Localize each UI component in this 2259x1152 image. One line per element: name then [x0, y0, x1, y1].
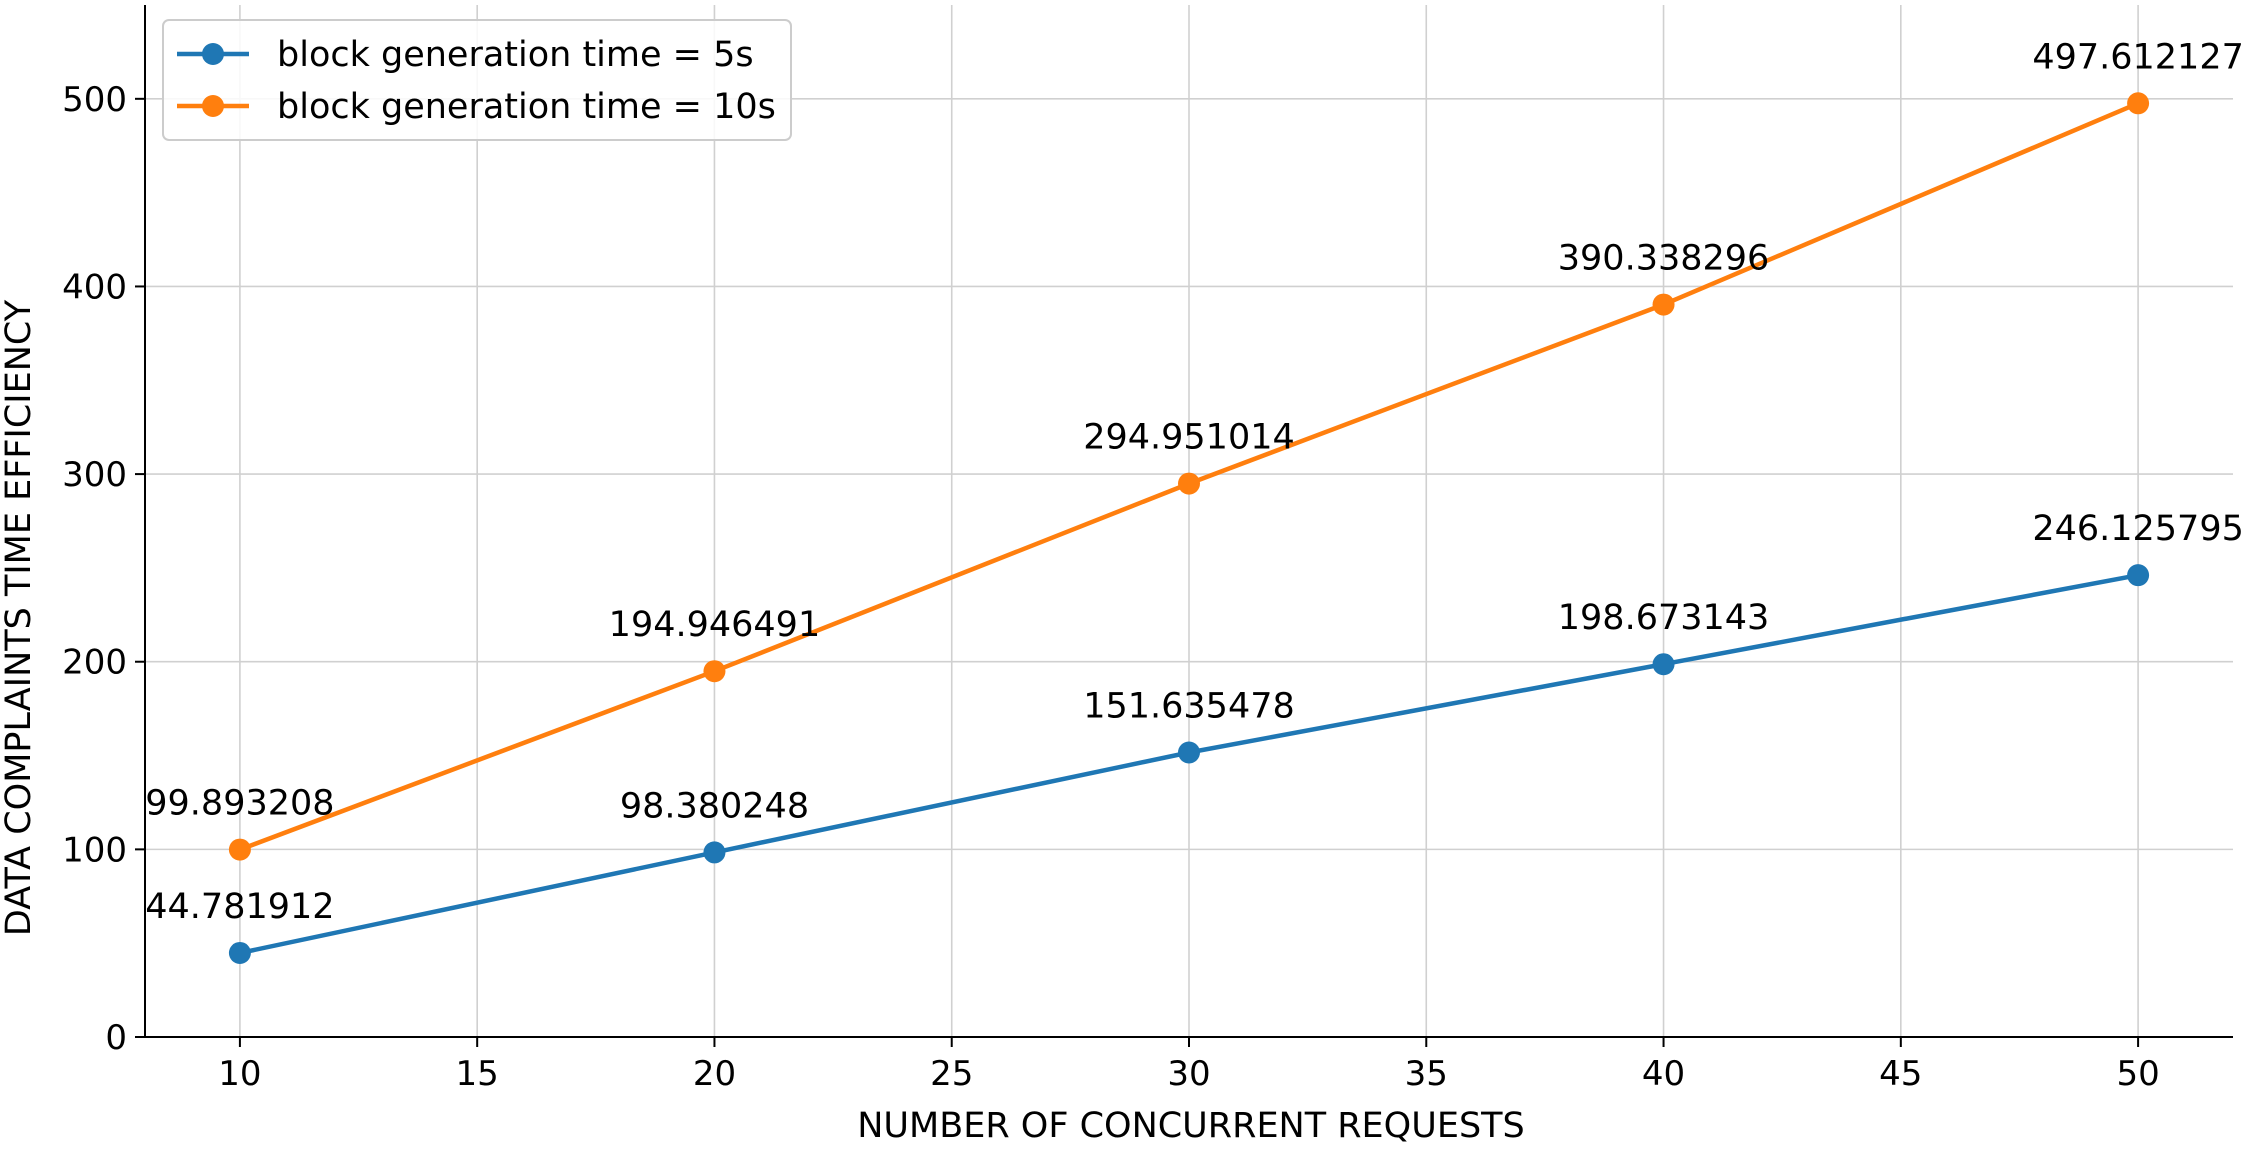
data-point: [228, 838, 251, 861]
y-tick-label: 0: [105, 1018, 127, 1058]
legend-box: [162, 19, 792, 141]
y-tick-label: 200: [62, 643, 127, 683]
data-label: 151.635478: [1083, 686, 1295, 726]
y-tick-label: 500: [62, 80, 127, 120]
legend-marker: [202, 95, 224, 117]
data-label: 390.338296: [1558, 239, 1770, 279]
x-tick-label: 45: [1879, 1054, 1922, 1094]
data-point: [1178, 741, 1200, 764]
data-point: [2127, 564, 2150, 587]
x-tick-label: 25: [930, 1054, 973, 1094]
x-tick-label: 15: [456, 1054, 499, 1094]
data-label: 44.781912: [145, 887, 334, 927]
data-point: [228, 941, 251, 964]
data-label: 99.893208: [145, 784, 334, 824]
data-label: 194.946491: [609, 605, 821, 645]
x-tick-label: 20: [693, 1054, 736, 1094]
data-labels-layer: 44.781912 98.380248 151.635478 198.673143 24…: [145, 37, 2244, 927]
x-axis-title: NUMBER OF CONCURRENT REQUESTS: [857, 1106, 1525, 1146]
data-point: [2127, 92, 2150, 115]
grid-layer: [145, 5, 2233, 1038]
legend-label: block generation time = 5s: [277, 35, 754, 75]
x-tick-label: 40: [1642, 1054, 1685, 1094]
x-tick-label: 50: [2116, 1054, 2159, 1094]
legend-marker: [202, 43, 224, 65]
data-point: [1652, 653, 1675, 676]
legend-label: block generation time = 10s: [277, 87, 776, 127]
x-tick-label: 30: [1167, 1054, 1210, 1094]
data-label: 198.673143: [1558, 598, 1770, 638]
legend: block generation time = 5s block generati…: [162, 19, 792, 141]
data-label: 246.125795: [2032, 509, 2244, 549]
y-tick-label: 400: [62, 267, 127, 307]
data-point: [1178, 472, 1200, 495]
series-layer: [228, 92, 2150, 964]
data-point: [703, 841, 726, 864]
data-label: 98.380248: [620, 786, 809, 826]
data-label: 497.612127: [2032, 37, 2244, 77]
data-point: [1652, 293, 1675, 316]
x-tick-label: 35: [1405, 1054, 1448, 1094]
y-axis-title: DATA COMPLAINTS TIME EFFICIENCY: [0, 299, 39, 936]
data-point: [703, 660, 726, 683]
data-label: 294.951014: [1083, 418, 1295, 458]
x-tick-label: 10: [218, 1054, 261, 1094]
y-tick-label: 300: [62, 455, 127, 495]
y-tick-label: 100: [62, 830, 127, 870]
